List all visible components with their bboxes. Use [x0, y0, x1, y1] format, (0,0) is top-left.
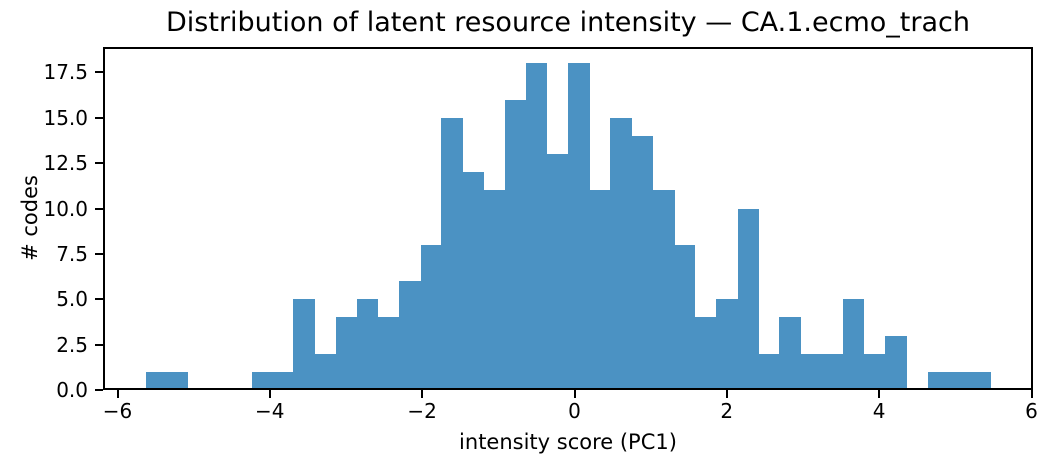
histogram-bar [547, 154, 569, 390]
plot-area [103, 47, 1033, 390]
y-tick-label: 15.0 [43, 105, 88, 130]
histogram-bar [589, 190, 611, 390]
histogram-bar [800, 353, 823, 390]
histogram-bar [336, 317, 358, 390]
histogram-bar [969, 371, 992, 390]
histogram-bar [843, 299, 865, 390]
x-tick-label: 2 [720, 399, 734, 423]
y-tick-label: 5.0 [56, 287, 88, 312]
histogram-bar [822, 353, 844, 390]
x-tick-label: 6 [1025, 399, 1038, 423]
histogram-bar [885, 335, 907, 390]
histogram-bar [525, 63, 548, 390]
x-tick-label: −2 [407, 399, 437, 423]
histogram-bar [927, 371, 949, 390]
bars-layer [103, 47, 1033, 390]
y-tick-mark [95, 116, 103, 119]
x-tick-mark [116, 390, 119, 398]
histogram-bar [483, 190, 506, 390]
histogram-bar [610, 117, 632, 390]
histogram-bar [737, 208, 760, 390]
y-tick-label: 12.5 [43, 151, 88, 176]
histogram-bar [779, 317, 802, 390]
y-tick-mark [95, 389, 103, 391]
histogram-bar [399, 281, 421, 390]
histogram-bar [694, 317, 717, 390]
y-tick-mark [95, 162, 103, 165]
x-tick-label: 0 [568, 399, 581, 423]
y-tick-label: 7.5 [56, 241, 88, 266]
histogram-bar [674, 244, 696, 390]
x-tick-mark [268, 390, 271, 398]
x-tick-mark [1030, 390, 1033, 398]
y-tick-mark [95, 71, 103, 74]
chart-title: Distribution of latent resource intensit… [166, 7, 970, 38]
x-tick-label: −4 [255, 399, 285, 423]
y-tick-label: 2.5 [56, 332, 88, 357]
histogram-bar [863, 353, 886, 390]
histogram-bar [948, 371, 971, 390]
x-tick-mark [725, 390, 728, 398]
histogram-bar [378, 317, 400, 390]
histogram-bar [314, 353, 337, 390]
x-tick-mark [878, 390, 881, 398]
histogram-bar [420, 244, 442, 390]
histogram-bar [272, 371, 294, 390]
histogram-bar [505, 99, 527, 390]
histogram-bar [716, 299, 738, 390]
y-tick-mark [95, 252, 103, 255]
histogram-bar [251, 371, 273, 390]
histogram-bar [652, 190, 675, 390]
x-tick-mark [573, 390, 576, 398]
y-axis-label: # codes [18, 175, 42, 261]
y-tick-mark [95, 298, 103, 301]
histogram-bar [462, 172, 485, 390]
histogram-bar [441, 117, 463, 390]
y-tick-label: 10.0 [43, 196, 88, 221]
x-tick-label: −6 [102, 399, 133, 423]
histogram-bar [568, 63, 591, 390]
histogram-bar [758, 353, 780, 390]
histogram-bar [293, 299, 316, 390]
histogram-bar [356, 299, 379, 390]
y-tick-mark [95, 343, 103, 346]
x-tick-label: 4 [872, 399, 886, 423]
y-tick-mark [95, 207, 103, 210]
y-tick-label: 0.0 [56, 378, 88, 402]
y-tick-label: 17.5 [43, 60, 88, 85]
histogram-bar [631, 135, 654, 390]
histogram-bar [167, 371, 188, 390]
x-axis-label: intensity score (PC1) [459, 430, 677, 454]
histogram-bar [145, 371, 168, 390]
x-tick-mark [421, 390, 424, 398]
